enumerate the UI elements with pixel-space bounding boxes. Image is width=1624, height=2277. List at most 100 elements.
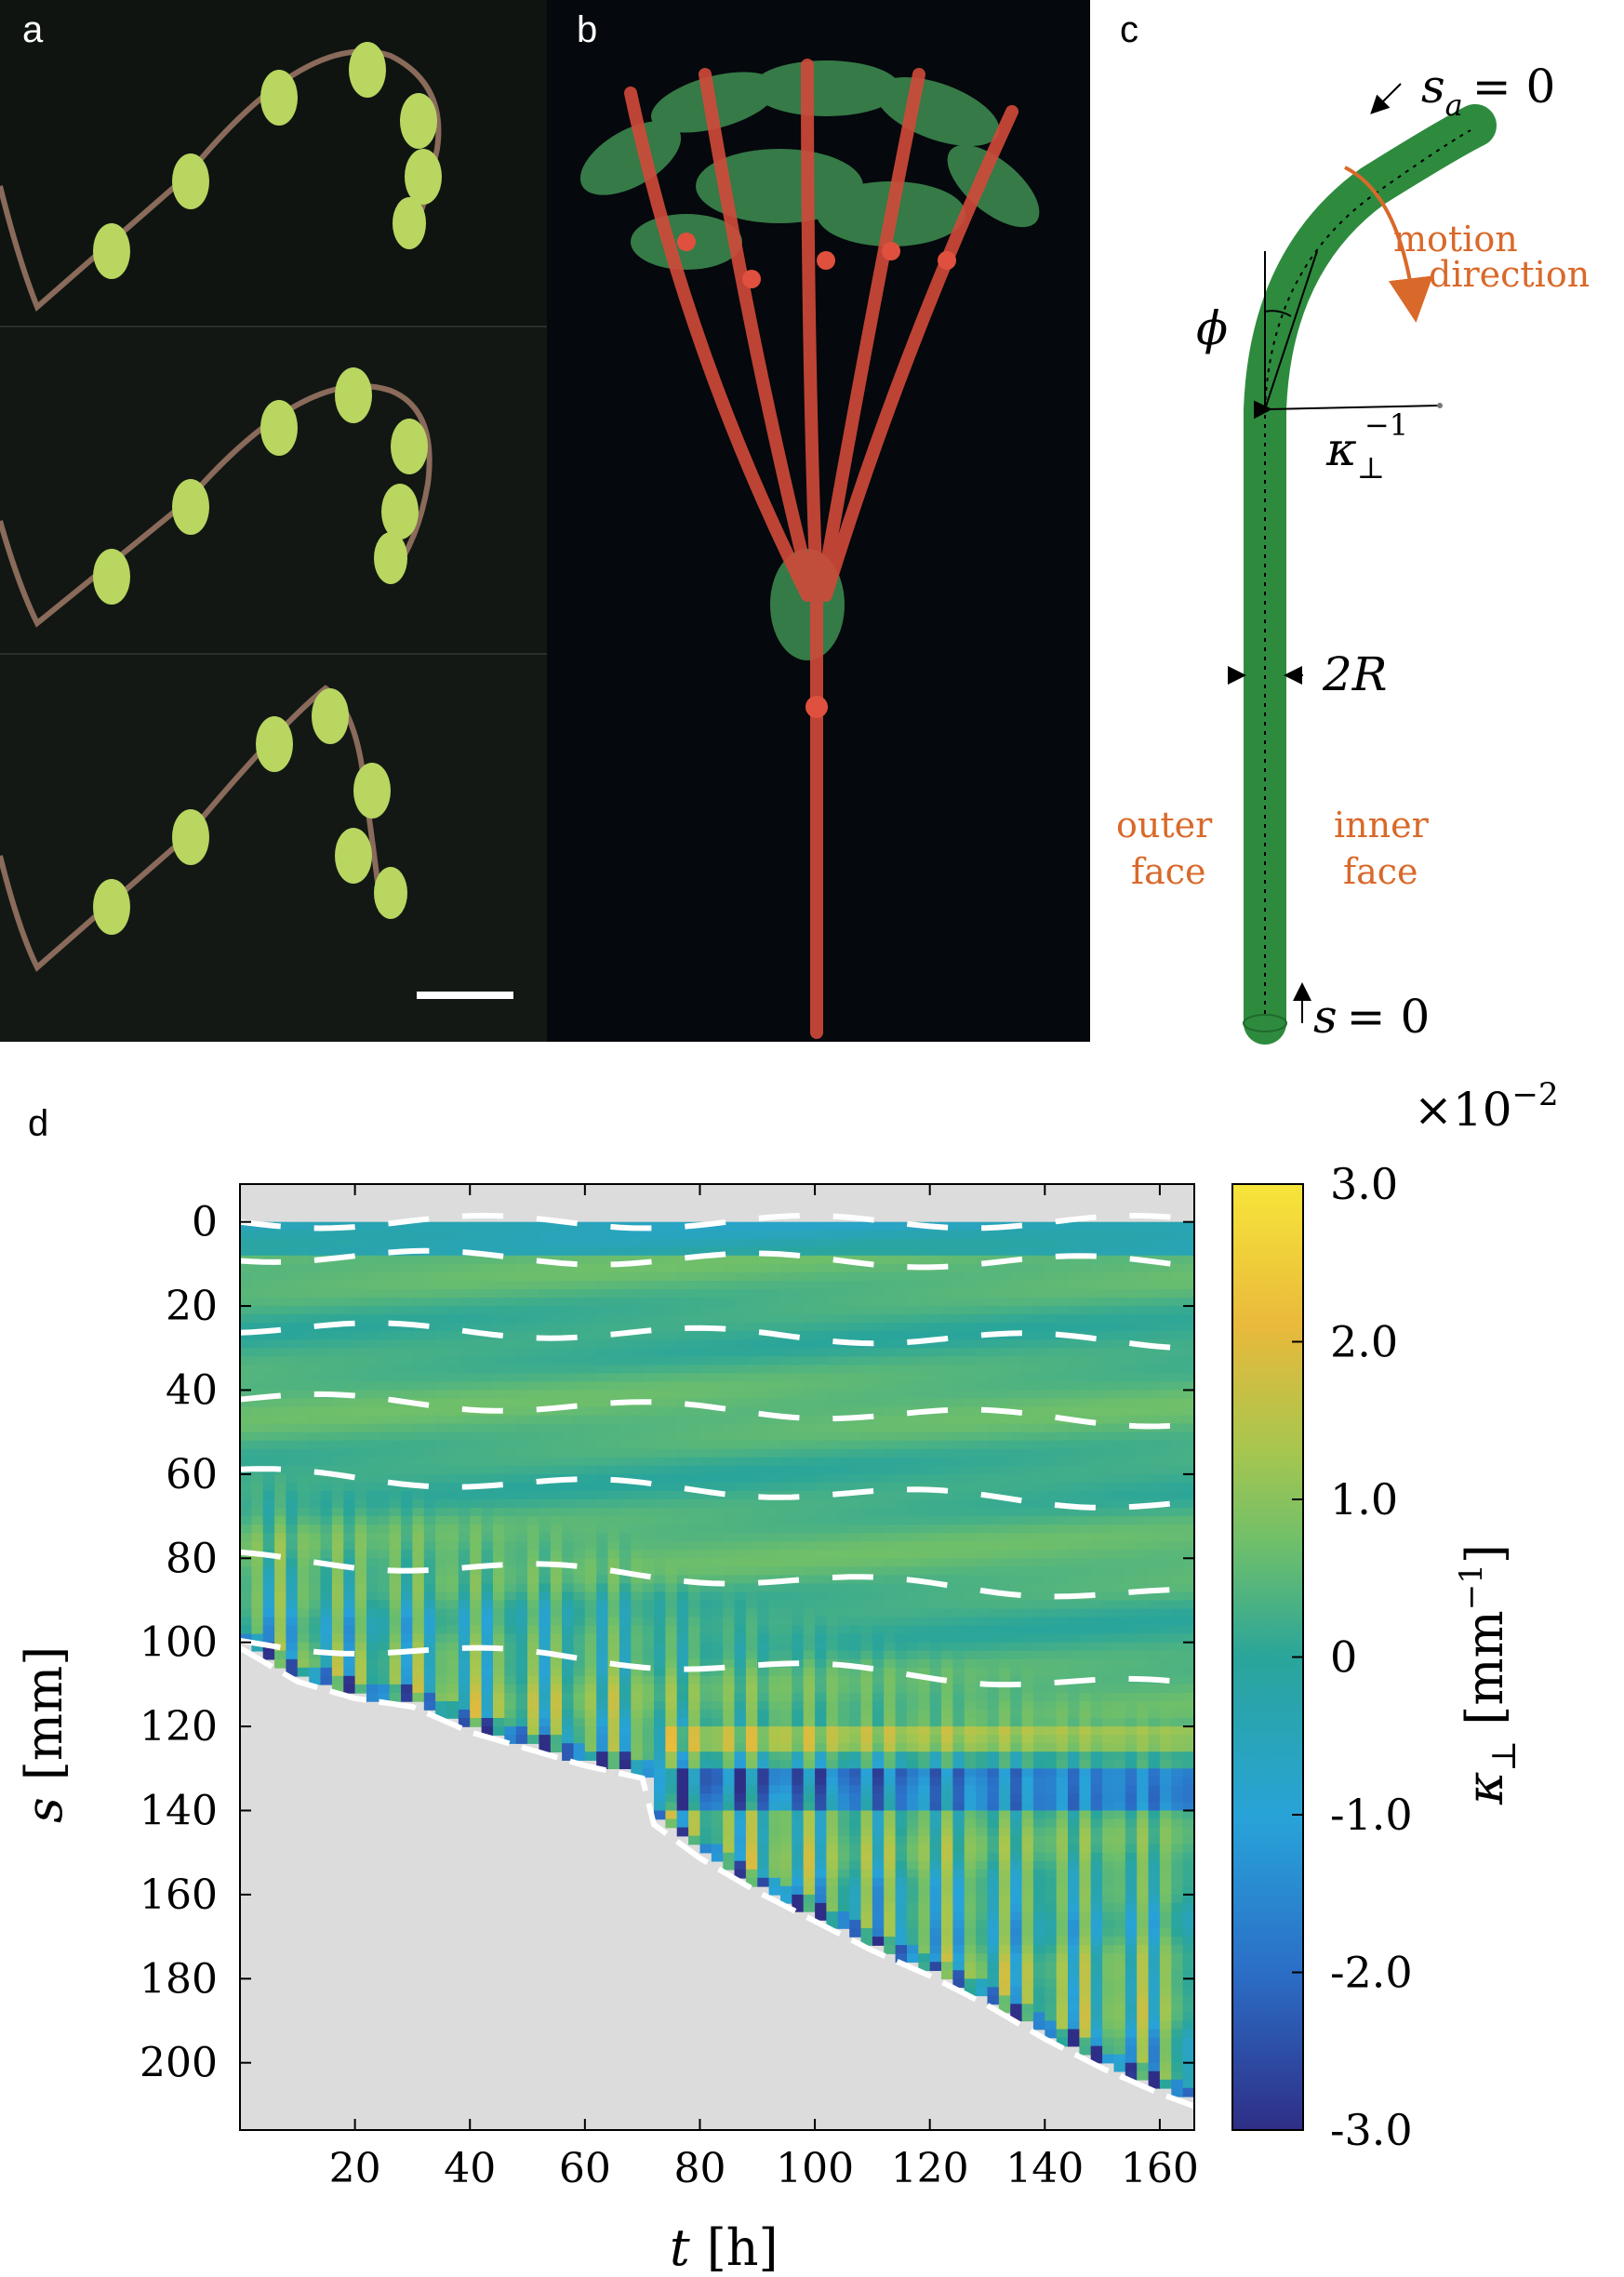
heat-cell — [872, 1491, 885, 1500]
heat-cell — [584, 1281, 597, 1290]
heat-cell — [481, 1608, 494, 1618]
heat-cell — [780, 1516, 793, 1525]
heat-cell — [286, 1499, 299, 1509]
heat-cell — [895, 1877, 908, 1887]
heat-cell — [815, 1894, 828, 1904]
heat-cell — [527, 1633, 540, 1644]
heat-cell — [941, 1525, 954, 1534]
heat-cell — [941, 1777, 954, 1787]
heat-cell — [446, 1230, 459, 1240]
heat-cell — [907, 1684, 920, 1694]
heat-cell — [964, 1550, 977, 1559]
heat-cell — [803, 1768, 816, 1778]
heat-cell — [964, 1348, 977, 1358]
heat-cell — [964, 1255, 977, 1265]
heat-cell — [631, 1591, 644, 1602]
heat-cell — [423, 1625, 436, 1635]
heat-cell — [998, 1885, 1012, 1896]
heat-cell — [515, 1230, 528, 1240]
heat-cell — [998, 1928, 1012, 1937]
heat-cell — [584, 1314, 597, 1324]
heat-cell — [665, 1617, 678, 1627]
heat-cell — [826, 1298, 839, 1307]
heat-cell — [562, 1491, 575, 1500]
heat-cell — [745, 1667, 759, 1677]
heat-cell — [792, 1272, 805, 1282]
heat-cell — [711, 1499, 724, 1509]
heat-cell — [757, 1760, 770, 1769]
heat-cell — [539, 1348, 552, 1358]
heat-cell — [297, 1575, 310, 1585]
heat-cell — [998, 1793, 1012, 1804]
heat-cell — [860, 1751, 873, 1761]
heat-cell — [826, 1617, 839, 1627]
heat-cell — [423, 1692, 436, 1702]
heat-cell — [987, 1658, 1000, 1669]
heat-cell — [745, 1617, 759, 1627]
heat-cell — [826, 1844, 839, 1854]
heat-cell — [699, 1743, 712, 1752]
heat-cell — [792, 1356, 805, 1366]
heat-cell — [952, 1978, 965, 1989]
heat-cell — [573, 1658, 586, 1669]
heat-cell — [631, 1238, 644, 1248]
heat-cell — [941, 1440, 954, 1450]
heat-cell — [274, 1381, 287, 1392]
heat-cell — [562, 1516, 575, 1525]
heat-cell — [757, 1844, 770, 1854]
heat-cell — [803, 1491, 816, 1500]
heat-cell — [331, 1230, 345, 1240]
heat-cell — [987, 1710, 1000, 1719]
heat-cell — [826, 1751, 839, 1761]
heat-cell — [481, 1508, 494, 1517]
heat-cell — [654, 1508, 667, 1517]
heat-cell — [642, 1491, 655, 1500]
heat-cell — [573, 1281, 586, 1290]
heat-cell — [964, 1608, 977, 1618]
heat-cell — [493, 1525, 506, 1534]
heat-cell — [642, 1272, 655, 1282]
heat-cell — [929, 1323, 942, 1332]
heat-cell — [389, 1289, 402, 1298]
heat-cell — [918, 1440, 931, 1450]
heat-cell — [412, 1684, 425, 1694]
heat-cell — [309, 1575, 322, 1585]
heat-cell — [573, 1230, 586, 1240]
heat-cell — [1010, 1827, 1023, 1837]
heat-cell — [642, 1373, 655, 1383]
heat-cell — [446, 1650, 459, 1660]
heat-cell — [952, 1339, 965, 1349]
heat-cell — [688, 1835, 701, 1845]
heat-cell — [251, 1398, 264, 1408]
heat-cell — [907, 1911, 920, 1921]
heat-cell — [435, 1331, 448, 1340]
heat-cell — [976, 1675, 989, 1685]
heat-cell — [952, 1945, 965, 1954]
heat-cell — [412, 1617, 425, 1627]
heat-cell — [470, 1230, 483, 1240]
heat-cell — [987, 1348, 1000, 1358]
heat-cell — [354, 1289, 367, 1298]
heat-cell — [1021, 1230, 1034, 1240]
heat-cell — [331, 1415, 345, 1425]
heat-cell — [745, 1860, 759, 1871]
heat-cell — [354, 1230, 367, 1240]
heat-cell — [699, 1735, 712, 1744]
heat-cell — [872, 1390, 885, 1400]
heat-cell — [446, 1583, 459, 1593]
heat-cell — [274, 1415, 287, 1425]
heat-cell — [907, 1525, 920, 1534]
heat-cell — [826, 1550, 839, 1559]
heat-cell — [976, 1885, 989, 1896]
heat-cell — [837, 1692, 850, 1702]
heat-cell — [964, 1314, 977, 1324]
heat-cell — [596, 1692, 609, 1702]
heat-cell — [815, 1423, 828, 1433]
heat-cell — [711, 1718, 724, 1727]
heat-cell — [952, 1818, 965, 1829]
heat-cell — [998, 1423, 1012, 1433]
heat-cell — [562, 1221, 575, 1232]
heat-cell — [309, 1583, 322, 1593]
heat-cell — [309, 1281, 322, 1290]
heat-cell — [952, 1684, 965, 1694]
